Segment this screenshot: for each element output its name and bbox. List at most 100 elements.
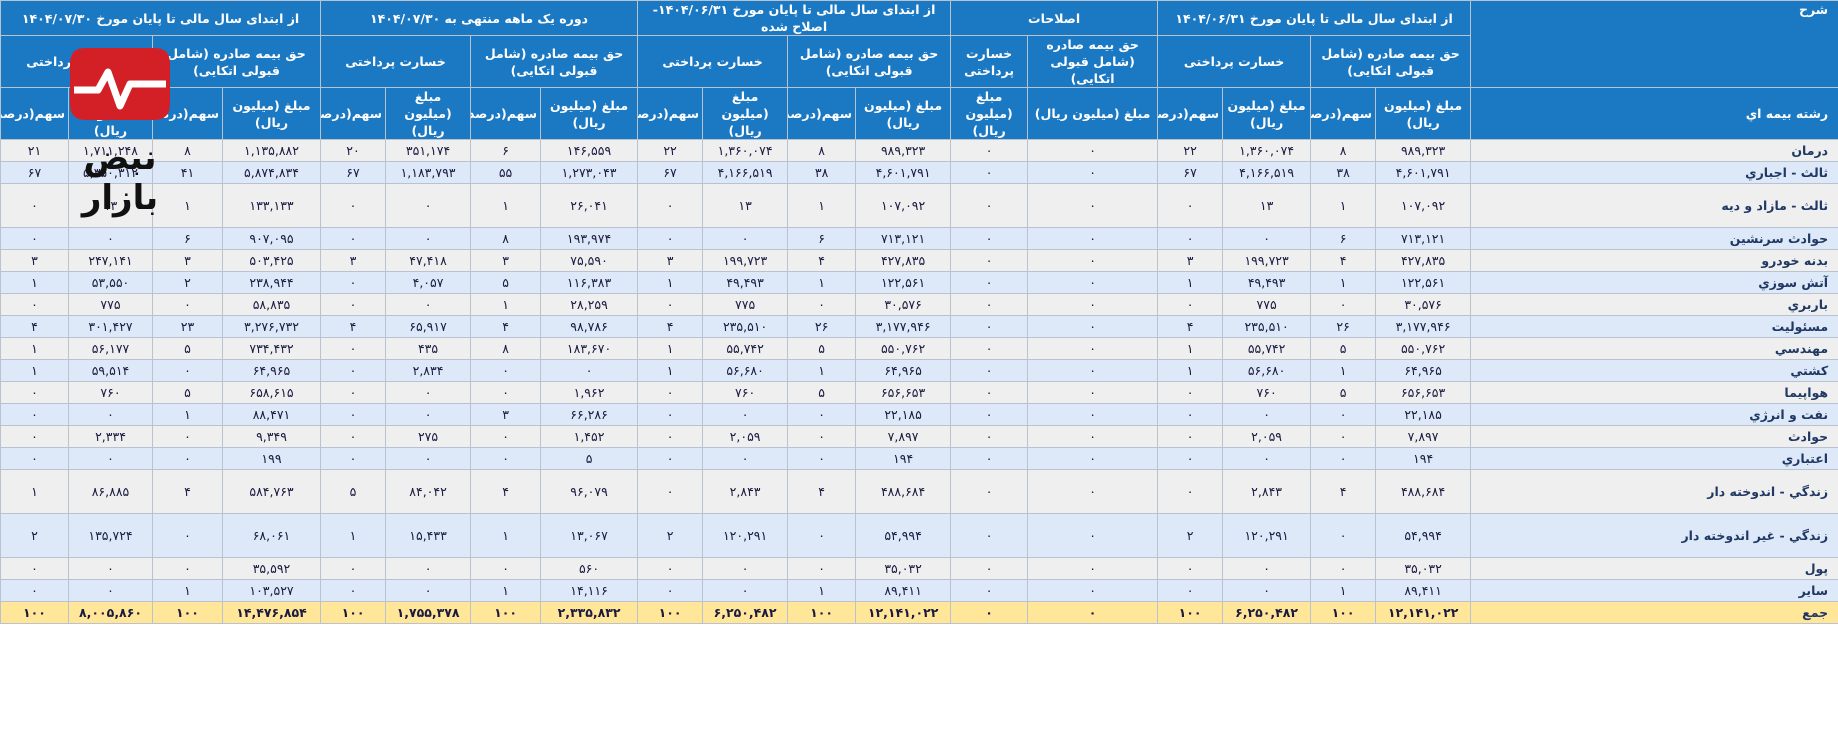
cell: ۳۰,۵۷۶	[1375, 293, 1472, 316]
cell: ۰	[1027, 425, 1159, 448]
cell: ۴	[152, 469, 223, 514]
table-row: حوادث ۷,۸۹۷ ۰ ۲,۰۵۹ ۰ ۰ ۰ ۷,۸۹۷ ۰ ۲,۰۵۹ ۰ ۱,۴۵۲ ۰ ۲۷۵…	[0, 425, 1838, 448]
row-label: درمان	[1470, 139, 1838, 162]
header-row: حق بیمه صادره (شامل قبولی اتکایی) خسارت پ…	[0, 35, 1838, 88]
cell: ۱۰۷,۰۹۲	[855, 183, 952, 228]
cell: ۰	[385, 227, 472, 250]
cell: ۰	[702, 447, 789, 470]
cell: ۴۲۷,۸۳۵	[1375, 249, 1472, 272]
group-header: از ابتدای سال مالی تا پایان مورخ ۱۴۰۴/۰۶…	[637, 0, 952, 36]
cell: ۰	[0, 447, 69, 470]
cell: ۰	[637, 227, 704, 250]
cell: ۴۸۸,۶۸۴	[855, 469, 952, 514]
cell: ۵۵	[470, 161, 542, 184]
cell: ۱	[0, 271, 69, 294]
cell: ۲۳۸,۹۴۴	[222, 271, 321, 294]
cell: ۰	[787, 447, 857, 470]
table-row: زندگي - اندوخته دار ۴۸۸,۶۸۴ ۴ ۲,۸۴۳ ۰ ۰ ۰ ۴۸۸,۶…	[0, 469, 1838, 514]
cell: ۰	[637, 557, 704, 580]
cell: ۴۸۸,۶۸۴	[1375, 469, 1472, 514]
cell: ۳,۲۷۶,۷۳۲	[222, 315, 321, 338]
cell: ۹۰۷,۰۹۵	[222, 227, 321, 250]
cell: ۱	[637, 271, 704, 294]
cell: ۰	[319, 557, 387, 580]
cell: ۰	[1310, 293, 1377, 316]
cell: ۱,۹۶۲	[540, 381, 639, 404]
cell: ۲۰	[319, 139, 387, 162]
cell: ۸	[1310, 139, 1377, 162]
cell: ۹۶,۰۷۹	[540, 469, 639, 514]
cell: ۶	[470, 139, 542, 162]
cell: ۳	[152, 249, 223, 272]
data-table: شرح از ابتدای سال مالی تا پایان مورخ ۱۴۰۴…	[0, 0, 1838, 624]
cell: ۱۳,۰۶۷	[540, 513, 639, 558]
cell: ۷۵,۵۹۰	[540, 249, 639, 272]
cell: ۳	[637, 249, 704, 272]
cell: ۲۳۵,۵۱۰	[1222, 315, 1312, 338]
cell: ۲,۸۳۴	[385, 359, 472, 382]
cell: ۱	[470, 579, 542, 602]
cell: ۱	[637, 359, 704, 382]
cell: ۰	[1157, 227, 1224, 250]
cell: ۶۵۶,۶۵۳	[855, 381, 952, 404]
logo	[70, 48, 170, 120]
cell: ۱۹۴	[1375, 447, 1472, 470]
cell: ۱,۷۱۱,۲۴۸	[68, 139, 153, 162]
cell: ۱۱۶,۳۸۳	[540, 271, 639, 294]
cell: ۰	[385, 403, 472, 426]
cell: ۱	[470, 293, 542, 316]
corner-header: شرح	[1470, 0, 1838, 88]
cell: ۸۶,۸۸۵	[68, 469, 153, 514]
cell: ۵۴,۹۹۴	[1375, 513, 1472, 558]
cell: ۰	[470, 359, 542, 382]
cell: ۴	[787, 249, 857, 272]
column-header: مبلغ (میلیون ریال)	[702, 87, 789, 140]
cell: ۵	[787, 381, 857, 404]
cell: ۰	[68, 579, 153, 602]
cell: ۳۸	[787, 161, 857, 184]
watermark: نبض بازار	[81, 138, 159, 218]
cell: ۳۸	[1310, 161, 1377, 184]
cell: ۰	[68, 227, 153, 250]
cell: ۴	[1310, 249, 1377, 272]
table-row: ثالث - مازاد و دیه ۱۰۷,۰۹۲ ۱ ۱۳ ۰ ۰ ۰ ۱۰۷,۰۹۲ ۱ ۱…	[0, 183, 1838, 228]
cell: ۵۹,۵۱۴	[68, 359, 153, 382]
row-label: حوادث	[1470, 425, 1838, 448]
cell: ۸۸,۴۷۱	[222, 403, 321, 426]
cell: ۰	[637, 183, 704, 228]
cell: ۰	[470, 557, 542, 580]
cell: ۰	[950, 381, 1029, 404]
cell: ۲,۰۵۹	[1222, 425, 1312, 448]
cell: ۰	[152, 425, 223, 448]
table-row: کشتي ۶۴,۹۶۵ ۱ ۵۶,۶۸۰ ۱ ۰ ۰ ۶۴,۹۶۵ ۱ ۵۶,۶۸۰ ۱ ۰ ۰ ۲,۸۳…	[0, 359, 1838, 382]
cell: ۷۱۳,۱۲۱	[855, 227, 952, 250]
cell: ۳	[1157, 249, 1224, 272]
cell: ۰	[1027, 139, 1159, 162]
cell: ۷,۸۹۷	[855, 425, 952, 448]
cell: ۰	[702, 579, 789, 602]
cell: ۲۳	[152, 315, 223, 338]
cell: ۶۶,۲۸۶	[540, 403, 639, 426]
cell: ۰	[1310, 557, 1377, 580]
cell: ۰	[950, 425, 1029, 448]
cell: ۷۷۵	[1222, 293, 1312, 316]
cell: ۰	[787, 425, 857, 448]
table-row: نفت و انرژي ۲۲,۱۸۵ ۰ ۰ ۰ ۰ ۰ ۲۲,۱۸۵ ۰ ۰ ۰ ۶۶,۲۸۶ ۳ ۰ ۰…	[0, 403, 1838, 426]
cell: ۳۵,۰۳۲	[855, 557, 952, 580]
cell: ۰	[950, 161, 1029, 184]
cell: ۰	[950, 337, 1029, 360]
cell: ۵۰۳,۴۲۵	[222, 249, 321, 272]
cell: ۴۲۷,۸۳۵	[855, 249, 952, 272]
cell: ۰	[1027, 579, 1159, 602]
cell: ۰	[319, 271, 387, 294]
cell: ۵	[1310, 337, 1377, 360]
cell: ۴	[470, 469, 542, 514]
cell: ۶۵۸,۶۱۵	[222, 381, 321, 404]
cell: ۵۶,۶۸۰	[1222, 359, 1312, 382]
cell: ۲۲,۱۸۵	[1375, 403, 1472, 426]
cell: ۰	[319, 293, 387, 316]
